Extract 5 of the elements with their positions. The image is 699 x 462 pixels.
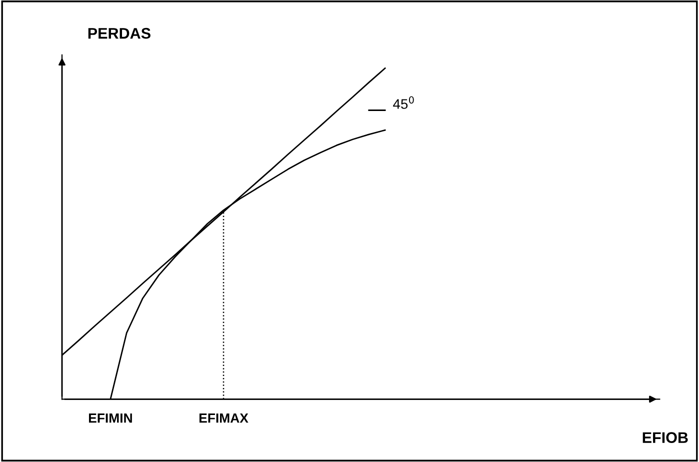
annotation: 45$^{0}$: [393, 96, 414, 109]
x-tick-label: EFIMIN: [88, 414, 132, 423]
x-axis-title: EFIOB: [642, 432, 688, 443]
y-axis-title: PERDAS: [88, 28, 150, 39]
x-tick-label: EFIMAX: [199, 414, 248, 423]
